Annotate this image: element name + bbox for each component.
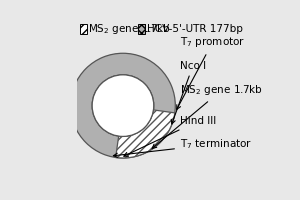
Bar (138, 24, 145, 34)
Text: HCV-5'-UTR 177bp: HCV-5'-UTR 177bp (147, 24, 243, 34)
Bar (80, 24, 87, 34)
Text: MS$_2$ gene 1.7kb: MS$_2$ gene 1.7kb (88, 22, 171, 36)
Text: MS$_2$ gene 1.7kb: MS$_2$ gene 1.7kb (152, 83, 263, 148)
Wedge shape (116, 110, 175, 158)
Text: Hind III: Hind III (124, 116, 216, 156)
Text: T$_7$ terminator: T$_7$ terminator (113, 137, 252, 157)
Text: Nco I: Nco I (171, 61, 206, 124)
Wedge shape (70, 53, 175, 158)
Text: T$_7$ promotor: T$_7$ promotor (177, 35, 245, 109)
Circle shape (93, 76, 153, 136)
